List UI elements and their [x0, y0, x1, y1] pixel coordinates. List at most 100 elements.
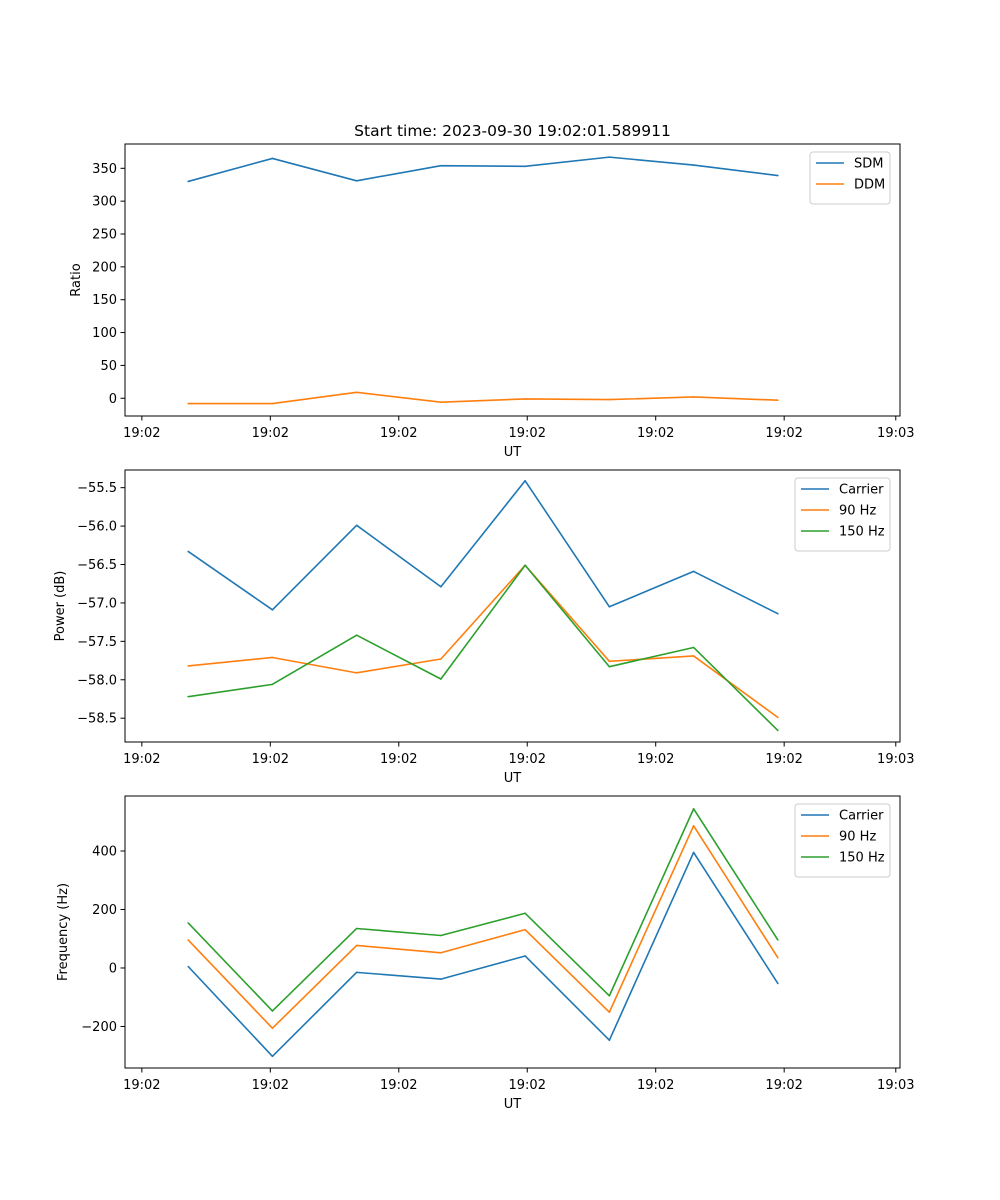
y-tick-label: 0 [109, 392, 117, 407]
data-point-90-hz [440, 951, 442, 954]
series-line-carrier [187, 479, 779, 615]
data-point-150-hz [524, 564, 526, 567]
legend-box [794, 477, 891, 552]
data-point-carrier [692, 851, 695, 854]
x-tick-label: 19:02 [509, 1078, 546, 1093]
data-point-ddm [608, 398, 611, 401]
data-point-150-hz [440, 678, 442, 680]
legend: Carrier 90 Hz 150 Hz [794, 477, 891, 552]
y-tick-label: −58.5 [77, 712, 117, 727]
legend-label: 150 Hz [839, 525, 885, 540]
data-point-150-hz [692, 808, 695, 810]
legend-label: 90 Hz [839, 504, 876, 519]
data-point-ddm [355, 391, 358, 394]
x-tick-label: 19:02 [252, 426, 289, 441]
data-point-sdm [271, 157, 274, 160]
x-tick-label: 19:02 [637, 1078, 674, 1093]
x-tick-label: 19:02 [252, 752, 289, 767]
data-point-150-hz [187, 922, 189, 924]
y-tick-label: −55.5 [77, 481, 117, 496]
data-point-150-hz [608, 994, 611, 997]
y-tick-label: −200 [81, 1020, 117, 1035]
y-tick-label: −56.5 [77, 558, 117, 573]
legend-label: 90 Hz [839, 830, 876, 845]
data-point-carrier [187, 550, 189, 553]
x-axis-label: UT [504, 1097, 522, 1112]
data-point-carrier [608, 605, 611, 608]
legend-label: SDM [854, 157, 883, 172]
x-tick-label: 19:03 [877, 1078, 914, 1093]
data-point-carrier [777, 612, 779, 615]
data-point-90-hz [271, 656, 274, 659]
x-tick-label: 19:02 [123, 752, 160, 767]
data-point-90-hz [692, 825, 695, 827]
series-line-150-hz [187, 808, 779, 1012]
x-tick-label: 19:02 [380, 1078, 417, 1093]
series-line-ddm [188, 391, 778, 405]
data-point-sdm [355, 179, 358, 182]
y-axis-label: Ratio [69, 263, 84, 296]
data-point-carrier [608, 1039, 611, 1042]
data-point-ddm [440, 401, 442, 404]
frequency-panel: 19:02 19:02 19:02 19:02 19:02 19:02 19:03 −200 0… [56, 795, 915, 1112]
y-tick-label: −56.0 [77, 520, 117, 535]
data-point-sdm [777, 174, 779, 177]
data-point-ddm [271, 402, 274, 405]
data-point-carrier [440, 585, 442, 588]
data-point-150-hz [271, 1010, 274, 1012]
data-point-sdm [692, 164, 695, 166]
data-point-90-hz [608, 1011, 611, 1013]
data-point-150-hz [608, 665, 611, 668]
legend-label: Carrier [839, 483, 884, 498]
data-point-carrier [524, 955, 526, 957]
x-tick-label: 19:03 [877, 426, 914, 441]
legend-label: 150 Hz [839, 851, 885, 866]
data-point-90-hz [524, 928, 526, 931]
power-panel: 19:02 19:02 19:02 19:02 19:02 19:02 19:03 −58.5… [53, 469, 915, 786]
data-point-sdm [440, 164, 442, 167]
data-point-ddm [692, 396, 695, 398]
data-point-150-hz [777, 939, 779, 941]
y-tick-label: 250 [92, 228, 117, 243]
data-point-150-hz [440, 934, 442, 937]
plot-frame [124, 469, 901, 743]
plot-frame [124, 795, 901, 1069]
data-point-150-hz [524, 912, 526, 915]
x-tick-label: 19:02 [123, 426, 160, 441]
y-tick-label: 100 [92, 326, 117, 341]
plot-frame [124, 143, 901, 417]
x-tick-label: 19:02 [509, 426, 546, 441]
x-tick-label: 19:02 [637, 426, 674, 441]
data-point-sdm [187, 180, 189, 183]
ratio-panel: Start time: 2023-09-30 19:02:01.589911 1… [69, 122, 915, 460]
y-tick-label: 50 [100, 359, 117, 374]
y-tick-label: 150 [92, 293, 117, 308]
y-axis-label: Power (dB) [53, 571, 68, 642]
y-tick-label: −58.0 [77, 673, 117, 688]
y-tick-label: 0 [109, 961, 117, 976]
data-point-90-hz [777, 956, 779, 959]
data-point-150-hz [271, 683, 274, 686]
data-point-sdm [524, 165, 526, 168]
data-point-90-hz [271, 1027, 274, 1030]
data-point-90-hz [692, 655, 695, 657]
data-point-carrier [355, 524, 358, 527]
x-tick-label: 19:02 [123, 1078, 160, 1093]
data-point-carrier [524, 479, 526, 482]
legend-label: Carrier [839, 809, 884, 824]
data-point-150-hz [777, 729, 779, 732]
data-point-carrier [440, 978, 442, 980]
data-point-90-hz [187, 939, 189, 941]
data-point-sdm [608, 156, 611, 158]
x-tick-label: 19:02 [765, 426, 802, 441]
data-point-ddm [187, 402, 189, 405]
x-tick-label: 19:02 [765, 1078, 802, 1093]
data-point-150-hz [187, 695, 189, 698]
data-point-90-hz [608, 660, 611, 663]
legend: Carrier 90 Hz 150 Hz [794, 803, 891, 878]
x-tick-label: 19:02 [380, 426, 417, 441]
legend-box [794, 803, 891, 878]
data-point-carrier [355, 971, 358, 974]
y-tick-label: 200 [92, 903, 117, 918]
data-point-ddm [524, 398, 526, 400]
